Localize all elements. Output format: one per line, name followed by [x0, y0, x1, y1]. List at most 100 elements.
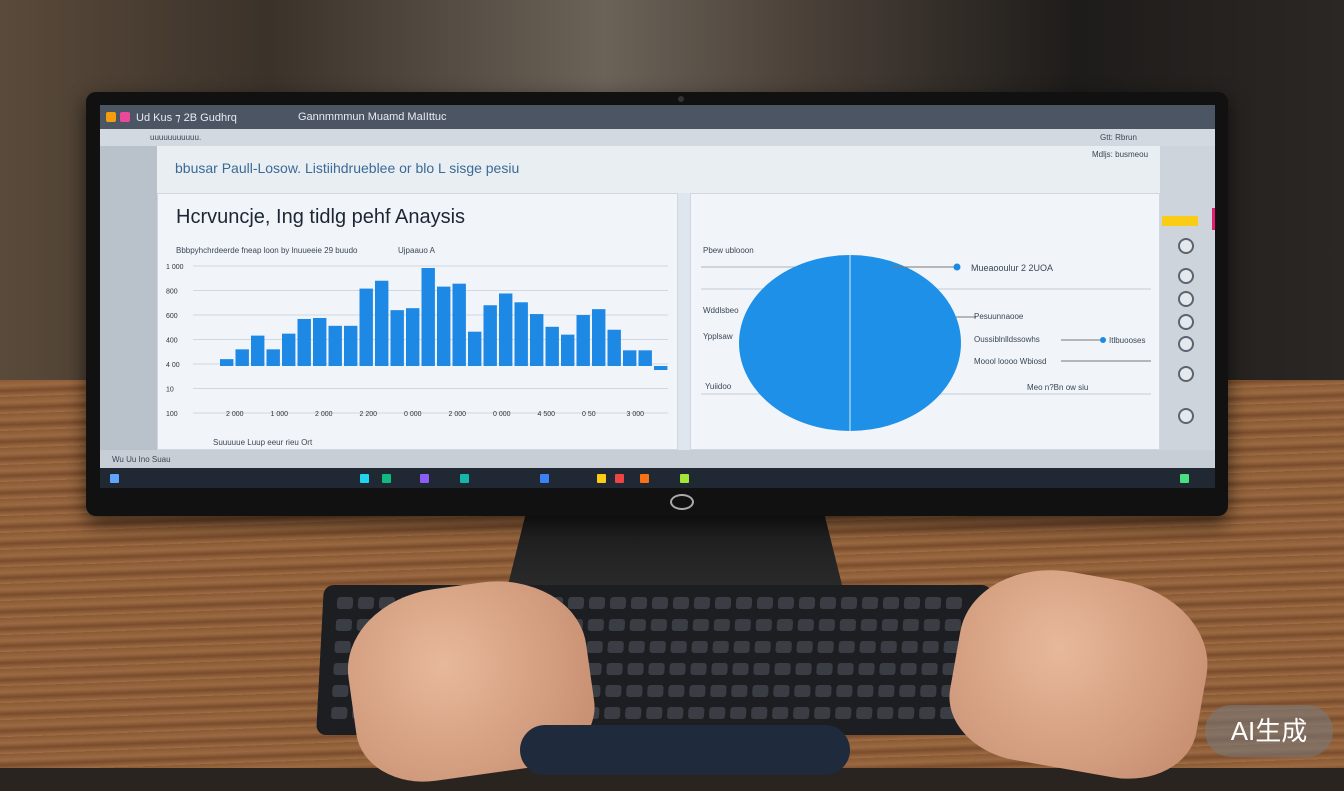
keyboard-key[interactable] [666, 707, 684, 719]
keyboard-key[interactable] [945, 597, 963, 609]
keyboard-key[interactable] [902, 619, 920, 631]
keyboard-key[interactable] [670, 641, 687, 653]
keyboard-key[interactable] [923, 619, 941, 631]
bar[interactable] [251, 335, 265, 366]
keyboard-key[interactable] [879, 663, 896, 675]
keyboard-key[interactable] [775, 641, 792, 653]
keyboard-key[interactable] [708, 707, 726, 719]
keyboard-key[interactable] [878, 685, 895, 697]
keyboard-key[interactable] [855, 707, 873, 719]
bar[interactable] [623, 350, 637, 366]
keyboard-key[interactable] [335, 619, 353, 631]
keyboard-key[interactable] [897, 707, 915, 719]
keyboard-key[interactable] [693, 597, 711, 609]
keyboard-key[interactable] [921, 663, 938, 675]
bar[interactable] [390, 310, 404, 366]
keyboard-key[interactable] [710, 685, 727, 697]
keyboard-key[interactable] [692, 619, 710, 631]
bar[interactable] [530, 314, 544, 366]
keyboard-key[interactable] [918, 707, 936, 719]
keyboard-key[interactable] [608, 619, 626, 631]
keyboard-key[interactable] [792, 707, 810, 719]
keyboard-key[interactable] [732, 663, 749, 675]
bar[interactable] [375, 280, 389, 366]
bar[interactable] [328, 325, 342, 366]
taskbar-app-icon[interactable] [382, 474, 391, 483]
keyboard-key[interactable] [798, 597, 816, 609]
keyboard-key[interactable] [586, 641, 603, 653]
taskbar-app-icon[interactable] [597, 474, 606, 483]
keyboard-key[interactable] [860, 619, 878, 631]
keyboard-key[interactable] [752, 685, 769, 697]
sidebar-icon[interactable] [1178, 408, 1194, 424]
sidebar-icon[interactable] [1178, 291, 1194, 307]
keyboard-key[interactable] [795, 663, 812, 675]
keyboard-key[interactable] [691, 641, 708, 653]
keyboard-key[interactable] [336, 597, 354, 609]
keyboard-key[interactable] [754, 641, 771, 653]
bar[interactable] [654, 366, 668, 370]
taskbar-app-icon[interactable] [640, 474, 649, 483]
keyboard-key[interactable] [669, 663, 686, 675]
bar[interactable] [576, 315, 590, 366]
keyboard-key[interactable] [944, 619, 962, 631]
keyboard-key[interactable] [603, 707, 621, 719]
bar[interactable] [406, 308, 420, 366]
keyboard-key[interactable] [649, 641, 666, 653]
keyboard-key[interactable] [756, 597, 774, 609]
keyboard-key[interactable] [711, 663, 728, 675]
keyboard-key[interactable] [628, 641, 645, 653]
keyboard-key[interactable] [882, 597, 900, 609]
bar[interactable] [421, 268, 435, 366]
keyboard-key[interactable] [713, 619, 731, 631]
keyboard-key[interactable] [755, 619, 773, 631]
bar[interactable] [483, 305, 497, 366]
keyboard-key[interactable] [689, 685, 706, 697]
sidebar-icon[interactable] [1178, 366, 1194, 382]
keyboard-key[interactable] [858, 663, 875, 675]
keyboard-key[interactable] [796, 641, 813, 653]
bar[interactable] [607, 329, 621, 366]
keyboard-key[interactable] [330, 707, 348, 719]
bar[interactable] [499, 293, 513, 366]
keyboard-key[interactable] [837, 663, 854, 675]
keyboard-key[interactable] [626, 685, 643, 697]
keyboard-key[interactable] [834, 707, 852, 719]
taskbar-app-icon[interactable] [615, 474, 624, 483]
keyboard-key[interactable] [900, 663, 917, 675]
taskbar-app-icon[interactable] [460, 474, 469, 483]
keyboard-key[interactable] [712, 641, 729, 653]
keyboard-key[interactable] [753, 663, 770, 675]
keyboard-key[interactable] [815, 685, 832, 697]
bar[interactable] [344, 325, 358, 366]
keyboard-key[interactable] [731, 685, 748, 697]
bar[interactable] [452, 283, 466, 366]
bar[interactable] [545, 326, 559, 366]
taskbar-app-icon[interactable] [680, 474, 689, 483]
keyboard-key[interactable] [817, 641, 834, 653]
sidebar-icon[interactable] [1178, 314, 1194, 330]
taskbar-app-icon[interactable] [360, 474, 369, 483]
keyboard-key[interactable] [687, 707, 705, 719]
keyboard-key[interactable] [903, 597, 921, 609]
keyboard-key[interactable] [729, 707, 747, 719]
bar[interactable] [638, 350, 652, 366]
toolbar-text[interactable]: uuuuuuuuuuu. [150, 133, 202, 142]
keyboard-key[interactable] [876, 707, 894, 719]
keyboard-key[interactable] [624, 707, 642, 719]
keyboard-key[interactable] [332, 685, 349, 697]
keyboard-key[interactable] [859, 641, 876, 653]
keyboard-key[interactable] [776, 619, 794, 631]
keyboard-key[interactable] [647, 685, 664, 697]
keyboard-key[interactable] [794, 685, 811, 697]
keyboard-key[interactable] [650, 619, 668, 631]
keyboard-key[interactable] [672, 597, 690, 609]
keyboard-key[interactable] [818, 619, 836, 631]
sidebar-icon[interactable] [1178, 268, 1194, 284]
keyboard-key[interactable] [588, 597, 606, 609]
keyboard-key[interactable] [357, 597, 375, 609]
keyboard-key[interactable] [606, 663, 623, 675]
keyboard-key[interactable] [587, 619, 605, 631]
keyboard-key[interactable] [816, 663, 833, 675]
keyboard-key[interactable] [838, 641, 855, 653]
